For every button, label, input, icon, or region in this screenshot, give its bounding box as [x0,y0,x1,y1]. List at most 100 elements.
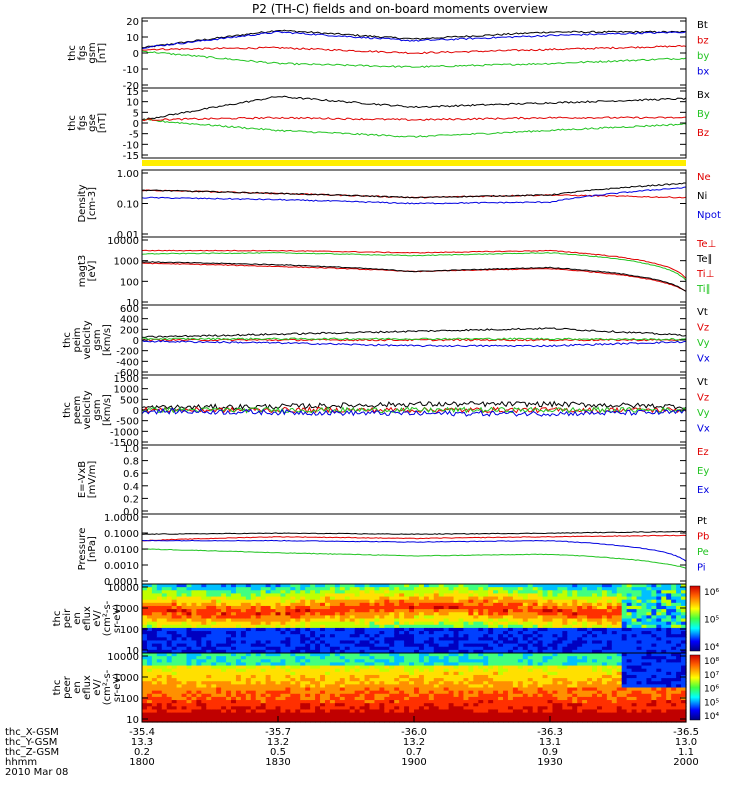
y-tick-label: -10 [123,65,139,76]
legend-entry: by [697,51,709,62]
y-axis-label: [nT] [97,113,108,133]
y-tick-label: -15 [123,151,139,162]
y-axis-label: [cm-3] [87,187,98,220]
legend-entry: Ni [697,191,707,202]
legend-entry: By [697,109,710,120]
y-tick-label: -400 [116,357,139,368]
legend-entry: Pb [697,532,709,543]
y-tick-label: 10 [126,98,139,109]
y-axis-label: [km/s] [102,394,113,426]
series-line [142,117,686,121]
legend-entry: Ti∥ [696,284,711,295]
legend-entry: Pt [697,516,707,527]
panel-frame [142,375,686,445]
series-line [142,263,686,291]
y-tick-label: 0.0100 [104,545,139,556]
series-line [142,96,686,120]
legend-entry: Te⊥ [696,239,716,250]
series-line [142,190,686,198]
y-tick-label: 200 [120,325,139,336]
y-tick-label: 400 [120,315,139,326]
panel-frame [142,445,686,514]
y-tick-label: 1.00 [117,169,139,180]
y-tick-label: -1000 [110,427,139,438]
y-tick-label: 1500 [114,374,139,385]
y-tick-label: 1000 [114,257,139,268]
colorbar [690,586,700,651]
legend-entry: Te∥ [696,254,713,265]
y-tick-label: 0 [133,406,139,417]
legend-entry: bz [697,36,709,47]
series-line [142,31,686,48]
y-tick-label: 1.0 [123,444,139,455]
legend-entry: Vt [697,307,708,318]
legend-entry: Pe [697,547,709,558]
page-title: P2 (TH-C) fields and on-board moments ov… [252,2,548,16]
series-line [142,250,686,278]
legend-entry: Bx [697,90,710,101]
legend-entry: Vy [697,408,710,419]
legend-entry: Vx [697,424,710,435]
panel-frame [142,88,686,158]
series-line [142,531,686,534]
legend-entry: Vx [697,354,710,365]
colorbar-label: 10⁵ [704,616,719,626]
y-tick-label: 10 [126,33,139,44]
y-tick-label: 0 [133,119,139,130]
y-axis-label: [km/s] [102,324,113,356]
y-tick-label: -10 [123,140,139,151]
y-tick-label: 0 [133,336,139,347]
series-line [142,46,686,54]
y-tick-label: -200 [116,347,139,358]
legend-entry: Vt [697,377,708,388]
legend-entry: Vz [697,393,709,404]
y-tick-label: 1000 [114,385,139,396]
y-tick-label: 0 [133,49,139,60]
y-tick-label: 0.4 [123,482,139,493]
legend-entry: Ez [697,447,709,458]
y-tick-label: 0.6 [123,469,139,480]
legend-entry: Ey [697,466,709,477]
y-axis-label: [nPa] [87,536,98,562]
colorbar-label: 10⁴ [704,643,719,653]
y-tick-label: 500 [120,395,139,406]
y-tick-label: 0.8 [123,457,139,468]
legend-entry: Bt [697,20,708,31]
y-axis-label: [nT] [97,43,108,63]
y-tick-label: 10000 [107,583,139,594]
legend-entry: Bz [697,128,709,139]
series-line [142,253,686,281]
y-tick-label: 0.2 [123,494,139,505]
panel-frame [142,514,686,584]
y-tick-label: 0.0010 [104,561,139,572]
legend-entry: Ne [697,172,711,183]
series-line [142,328,686,338]
y-tick-label: -5 [129,130,139,141]
y-tick-label: 1.0000 [104,513,139,524]
series-line [142,119,686,137]
legend-entry: Ex [697,485,709,496]
series-line [142,340,686,346]
status-bar [142,160,686,166]
y-axis-label: sr-eV) [112,604,123,633]
y-tick-label: 0.1000 [104,529,139,540]
y-tick-label: 100 [120,277,139,288]
y-tick-label: 5 [133,108,139,119]
legend-entry: Pi [697,563,706,574]
series-line [142,262,686,292]
series-line [142,549,686,568]
y-tick-label: 600 [120,304,139,315]
legend-entry: bx [697,67,709,78]
y-axis-label: [mV/m] [87,461,98,499]
panel-pressure: 1.00000.10000.01000.00100.0001Pressure[n… [77,513,709,588]
y-tick-label: 0.10 [117,200,139,211]
y-tick-label: 20 [126,17,139,28]
